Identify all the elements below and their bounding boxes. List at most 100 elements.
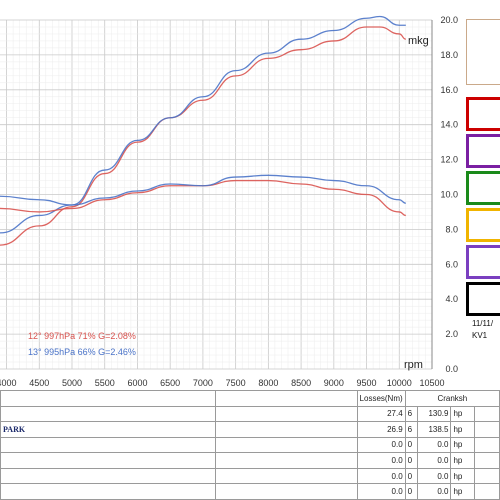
- cell-blank: [214, 483, 358, 500]
- y-axis-label: mkg: [408, 35, 429, 47]
- cell-blank: [474, 421, 500, 438]
- y-tick-label: 18.0: [440, 50, 458, 60]
- cell-count: 6: [404, 421, 418, 438]
- cell-unit: hp: [450, 421, 476, 438]
- x-tick-label: 6000: [127, 378, 147, 388]
- x-tick-label: 5500: [95, 378, 115, 388]
- header-losses: Losses(Nm): [356, 390, 406, 407]
- cell-count: 0: [404, 436, 418, 454]
- y-tick-label: 16.0: [440, 85, 458, 95]
- cell-blank: [214, 421, 358, 438]
- cell-blank: [214, 405, 358, 423]
- series-group: [0, 15, 406, 246]
- info-box: [466, 19, 500, 85]
- x-tick-label: 8500: [291, 378, 311, 388]
- cell-power: 130.9: [416, 405, 452, 423]
- table-row: 0.0 0 0.0 hp: [0, 483, 500, 500]
- cell-losses: 0.0: [356, 483, 406, 500]
- x-tick-label: 7000: [193, 378, 213, 388]
- x-tick-labels: 4000 4500 5000 5500 6000 6500 7000 7500 8000 8500…: [0, 378, 445, 388]
- x-tick-label: 4000: [0, 378, 17, 388]
- table-row: PARK 26.9 6 138.5 hp: [0, 421, 500, 438]
- cell-blank: [214, 436, 358, 454]
- header-blank: [0, 390, 216, 407]
- y-tick-label: 4.0: [445, 294, 458, 304]
- legend-swatch: [466, 134, 500, 168]
- legend-swatch: [466, 245, 500, 279]
- x-tick-label: 10500: [419, 378, 444, 388]
- cell-losses: 27.4: [356, 405, 406, 423]
- row-label: [0, 405, 216, 423]
- cell-count: 0: [404, 452, 418, 469]
- header-crankshaft: Cranksh: [404, 390, 500, 407]
- table-row: 0.0 0 0.0 hp: [0, 467, 500, 485]
- x-axis-label: rpm: [404, 359, 423, 371]
- header-blank: [214, 390, 358, 407]
- row-label: [0, 436, 216, 454]
- cell-blank: [474, 405, 500, 423]
- legend-swatch: [466, 282, 500, 316]
- info-date: 11/11/: [472, 319, 494, 328]
- y-tick-label: 20.0: [440, 15, 458, 25]
- series-line-power-1: [0, 15, 406, 234]
- x-tick-label: 5000: [62, 378, 82, 388]
- legend-swatch: [466, 97, 500, 131]
- series-line-torque-2: [0, 179, 406, 217]
- x-tick-label: 4500: [29, 378, 49, 388]
- cell-losses: 26.9: [356, 421, 406, 438]
- y-tick-label: 10.0: [440, 190, 458, 200]
- legend-swatch: [466, 171, 500, 205]
- y-tick-labels: 0.0 2.0 4.0 6.0 8.0 10.0 12.0 14.0 16.0 18.0 20.0: [440, 15, 458, 374]
- table-row: 0.0 0 0.0 hp: [0, 452, 500, 469]
- legend-swatch: [466, 208, 500, 242]
- cell-power: 0.0: [416, 467, 452, 485]
- y-tick-label: 14.0: [440, 120, 458, 130]
- cell-blank: [474, 452, 500, 469]
- row-label: [0, 452, 216, 469]
- condition-line-1: 12° 997hPa 71% G=2.08%: [28, 331, 136, 341]
- cell-unit: hp: [450, 483, 476, 500]
- cell-blank: [474, 436, 500, 454]
- cell-count: 6: [404, 405, 418, 423]
- x-tick-label: 7500: [226, 378, 246, 388]
- row-label: [0, 483, 216, 500]
- y-tick-label: 12.0: [440, 155, 458, 165]
- cell-losses: 0.0: [356, 436, 406, 454]
- cell-count: 0: [404, 467, 418, 485]
- x-tick-label: 10000: [387, 378, 412, 388]
- cell-power: 0.0: [416, 452, 452, 469]
- y-tick-label: 8.0: [445, 224, 458, 234]
- cell-unit: hp: [450, 467, 476, 485]
- cell-unit: hp: [450, 452, 476, 469]
- cell-power: 0.0: [416, 436, 452, 454]
- row-label: PARK: [0, 421, 216, 438]
- cell-blank: [474, 483, 500, 500]
- info-model: KV1: [472, 331, 488, 340]
- table-header: Losses(Nm) Cranksh: [0, 390, 500, 407]
- cell-blank: [474, 467, 500, 485]
- cell-unit: hp: [450, 436, 476, 454]
- cell-blank: [214, 452, 358, 469]
- x-tick-label: 9000: [324, 378, 344, 388]
- results-table: Losses(Nm) Cranksh 27.4 6 130.9 hp PARK 26.9 6…: [0, 390, 500, 500]
- row-label: [0, 467, 216, 485]
- cell-power: 138.5: [416, 421, 452, 438]
- y-tick-label: 0.0: [445, 364, 458, 374]
- table-row: 27.4 6 130.9 hp: [0, 405, 500, 423]
- series-line-torque-3: [0, 174, 406, 206]
- cell-blank: [214, 467, 358, 485]
- cell-losses: 0.0: [356, 452, 406, 469]
- cell-power: 0.0: [416, 483, 452, 500]
- cell-count: 0: [404, 483, 418, 500]
- y-tick-label: 6.0: [445, 259, 458, 269]
- x-tick-label: 9500: [357, 378, 377, 388]
- cell-unit: hp: [450, 405, 476, 423]
- dyno-chart: 0.02.04.06.08.010.012.014.016.018.020.0 …: [0, 15, 458, 388]
- condition-line-2: 13° 995hPa 66% G=2.46%: [28, 347, 136, 357]
- cell-losses: 0.0: [356, 467, 406, 485]
- table-row: 0.0 0 0.0 hp: [0, 436, 500, 454]
- x-tick-label: 8000: [258, 378, 278, 388]
- x-tick-label: 6500: [160, 378, 180, 388]
- y-tick-label: 2.0: [445, 329, 458, 339]
- series-line-power-0: [0, 26, 406, 246]
